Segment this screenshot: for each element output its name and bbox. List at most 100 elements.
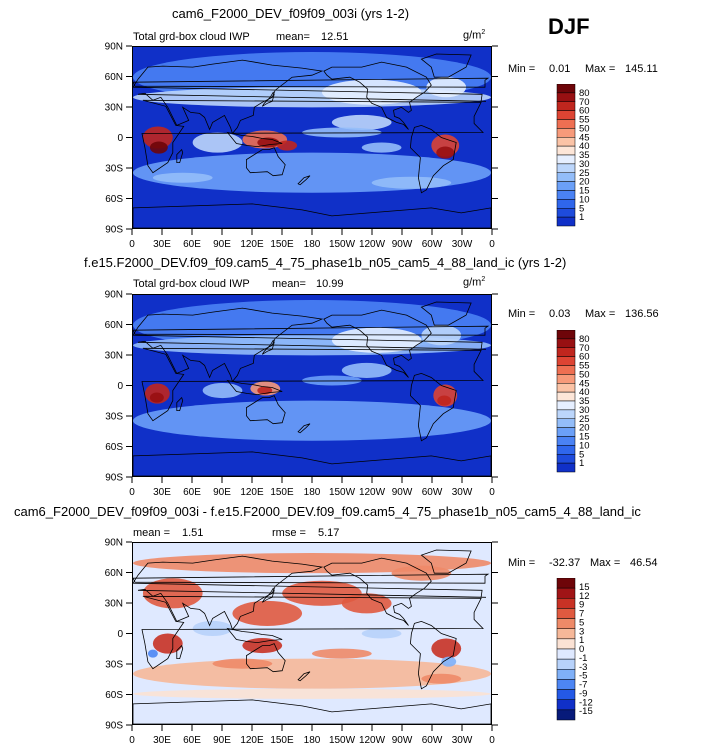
colorbar-label: 60 — [579, 352, 590, 363]
panel-1-title: cam6_F2000_DEV_f09f09_003i (yrs 1-2) — [172, 6, 410, 21]
colorbar-box — [556, 427, 576, 437]
colorbar-box — [556, 84, 576, 94]
panel-3-min-value: -32.37 — [549, 557, 581, 569]
x-tick-label: 180 — [304, 487, 321, 498]
coastline-namerica — [323, 61, 432, 130]
panel-3-axes: 0 30E 60E 90E 120E 150E 180 150W 120W 90W 60W 30W 09… — [105, 538, 498, 746]
x-tick-label: 90E — [213, 487, 231, 498]
colorbar-box — [556, 356, 576, 366]
panel-3-title: cam6_F2000_DEV_f09f09_003i - f.e15.F2000… — [14, 504, 641, 519]
colorbar-label: 15 — [579, 432, 590, 443]
colorbar-box — [556, 181, 576, 191]
coastline-africa — [141, 99, 484, 174]
colorbar-label: 7 — [579, 609, 584, 620]
colorbar-box — [556, 638, 576, 650]
x-tick-label: 30E — [153, 487, 171, 498]
x-tick-label: 0 — [489, 239, 495, 250]
coastline-greenland — [420, 53, 472, 78]
field-region — [341, 362, 392, 378]
panel-2-max-label: Max = — [585, 308, 616, 320]
y-tick-label: 60S — [105, 194, 123, 205]
colorbar-box — [556, 163, 576, 173]
colorbar-label: -5 — [579, 671, 587, 682]
colorbar-box — [556, 365, 576, 375]
season-label: DJF — [548, 14, 590, 39]
colorbar-label: 5 — [579, 617, 584, 628]
x-tick-label: 60W — [422, 735, 443, 746]
panel-1-axes: 0 30E 60E 90E 120E 150E 180 150W 120W 90W 60W 30W 09… — [105, 42, 498, 250]
colorbar-label: 35 — [579, 396, 590, 407]
colorbar-box — [556, 199, 576, 209]
coastline-namerica — [323, 557, 432, 626]
panel-1-units: g/m2 — [463, 29, 486, 42]
colorbar-box — [556, 454, 576, 464]
colorbar-box — [556, 190, 576, 200]
coastline-nz — [297, 671, 311, 682]
colorbar-box — [556, 347, 576, 357]
y-tick-label: 60N — [105, 568, 123, 579]
panel-3-rmse-label: rmse = — [272, 527, 306, 539]
field-region — [302, 375, 362, 386]
colorbar-box — [556, 400, 576, 411]
field-region — [437, 395, 452, 406]
field-region — [277, 140, 298, 151]
coastline-australia — [246, 147, 286, 177]
coastline-eurasia — [133, 59, 487, 135]
field-region — [152, 633, 183, 654]
colorbar-label: 70 — [579, 97, 590, 108]
colorbar-label: 25 — [579, 414, 590, 425]
x-tick-label: 120E — [240, 735, 264, 746]
coastline-japan — [261, 587, 275, 603]
y-tick-label: 30S — [105, 164, 123, 175]
field-region — [341, 593, 392, 614]
panel-2-min-value: 0.03 — [549, 308, 571, 320]
coastline-antarctica — [133, 451, 491, 476]
x-tick-label: 150E — [270, 735, 294, 746]
field-region — [192, 132, 243, 153]
x-tick-label: 150E — [270, 487, 294, 498]
panel-1-field-label: Total grd-box cloud IWP — [133, 31, 250, 43]
coastline-indonesia — [226, 627, 283, 644]
field-region — [192, 620, 233, 637]
x-tick-label: 180 — [304, 735, 321, 746]
colorbar-box — [556, 101, 576, 111]
x-tick-label: 150W — [329, 239, 356, 250]
coastline-uk — [133, 77, 490, 88]
field-region — [147, 649, 158, 658]
colorbar-box — [556, 409, 576, 419]
panel-3-mean-label: mean = — [133, 527, 170, 539]
colorbar-label: -9 — [579, 688, 587, 699]
colorbar-label: 20 — [579, 177, 590, 188]
colorbar-box — [556, 110, 576, 120]
colorbar-label: 45 — [579, 132, 590, 143]
panel-2-mean-value: 10.99 — [316, 278, 344, 290]
panel-1-mean-value: 12.51 — [321, 31, 349, 43]
colorbar-box — [556, 338, 576, 348]
coastline-uk — [133, 573, 490, 584]
y-tick-label: 60S — [105, 690, 123, 701]
x-tick-label: 90W — [392, 735, 413, 746]
x-tick-label: 150W — [329, 487, 356, 498]
colorbar-label: 0 — [579, 644, 584, 655]
field-region — [149, 141, 168, 154]
colorbar-box — [556, 216, 576, 227]
x-tick-label: 30W — [452, 735, 473, 746]
x-tick-label: 120E — [240, 239, 264, 250]
coastline-antarctica — [133, 699, 491, 724]
colorbar-label: 12 — [579, 591, 590, 602]
x-tick-label: 60W — [422, 487, 443, 498]
field-region — [232, 600, 303, 626]
colorbar-box — [556, 578, 576, 589]
panel-3-map — [132, 542, 492, 725]
colorbar-label: 1 — [579, 635, 584, 646]
coastline-samerica — [409, 372, 457, 442]
colorbar-box — [556, 669, 576, 680]
y-tick-label: 60N — [105, 72, 123, 83]
colorbar-label: 55 — [579, 115, 590, 126]
colorbar-box — [556, 608, 576, 619]
field-region — [391, 565, 452, 581]
panel-1-max-value: 145.11 — [625, 63, 658, 75]
y-tick-label: 30N — [105, 103, 123, 114]
y-tick-label: 30N — [105, 599, 123, 610]
